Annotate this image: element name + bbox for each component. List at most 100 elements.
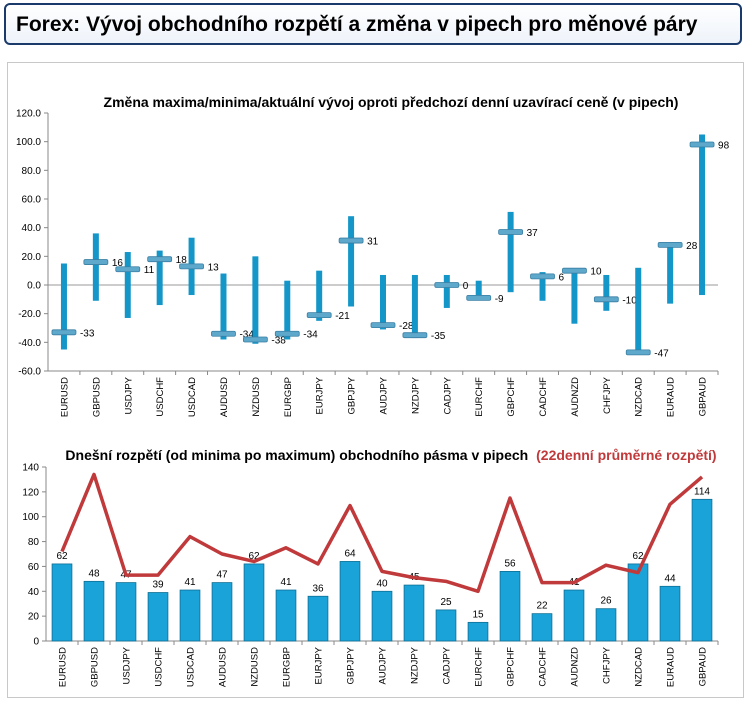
current-value-label: 31 xyxy=(367,237,379,248)
range-bar xyxy=(348,216,355,307)
chart2-y-tick-label: 40 xyxy=(28,587,40,598)
chart2-x-tick-label: GBPCHF xyxy=(506,647,517,687)
chart2-y-tick-label: 100 xyxy=(22,512,39,523)
chart1-y-tick-label: 100.0 xyxy=(16,137,41,148)
current-marker xyxy=(466,294,492,301)
current-marker xyxy=(402,332,428,339)
range-bar xyxy=(667,242,674,304)
current-value-label: -10 xyxy=(622,295,637,306)
current-marker xyxy=(274,330,300,337)
average-range-line xyxy=(60,472,704,594)
current-value-label: 11 xyxy=(144,265,155,276)
daily-range-value-label: 41 xyxy=(184,577,196,588)
chart1-y-tick-label: -20.0 xyxy=(18,309,41,320)
chart2-y-tick-label: 140 xyxy=(22,463,39,474)
daily-range-bar xyxy=(115,582,137,642)
chart2-x-tick-label: GBPJPY xyxy=(346,646,357,684)
chart2-x-tick-label: USDCAD xyxy=(186,647,197,687)
current-value-label: -47 xyxy=(654,348,669,359)
chart1-x-tick-label: AUDNZD xyxy=(570,377,581,417)
chart1-y-tick-label: -40.0 xyxy=(18,338,41,349)
current-marker xyxy=(625,349,651,356)
current-marker xyxy=(83,259,109,265)
chart1-y-tick-label: 120.0 xyxy=(16,109,41,120)
chart2-title-highlight: (22denní průměrné rozpětí) xyxy=(536,447,716,463)
range-bar xyxy=(380,274,386,330)
daily-range-bar xyxy=(51,563,73,642)
chart1-x-tick-label: USDCAD xyxy=(187,377,198,417)
range-bar xyxy=(156,250,163,306)
daily-range-bar xyxy=(307,595,329,642)
current-value-label: 18 xyxy=(176,255,188,266)
daily-range-bar xyxy=(339,561,361,642)
daily-range-value-label: 62 xyxy=(248,551,260,562)
daily-range-bar xyxy=(179,589,201,642)
chart2-x-tick-label: EURCHF xyxy=(474,647,485,687)
current-value-label: -28 xyxy=(399,321,414,332)
daily-range-bar xyxy=(467,621,489,642)
chart2-x-tick-label: EURAUD xyxy=(666,647,677,687)
range-bar xyxy=(60,263,67,350)
daily-range-bar xyxy=(595,608,617,642)
current-value-label: 13 xyxy=(208,262,220,273)
current-value-label: -34 xyxy=(303,330,318,341)
chart1-y-tick-label: 0.0 xyxy=(27,281,41,292)
chart1-x-tick-label: GBPCHF xyxy=(506,377,517,417)
chart2-y-tick-label: 0 xyxy=(33,637,39,648)
current-value-label: 37 xyxy=(527,228,539,239)
header-banner: Forex: Vývoj obchodního rozpětí a změna … xyxy=(4,3,742,45)
daily-range-value-label: 62 xyxy=(56,551,68,562)
chart1-x-tick-label: CADCHF xyxy=(538,377,549,417)
range-bar xyxy=(635,267,642,353)
chart2-x-tick-label: AUDNZD xyxy=(570,647,581,687)
chart1-x-tick-label: USDCHF xyxy=(155,377,166,417)
chart1-y-tick-label: -60.0 xyxy=(18,367,41,378)
daily-range-value-label: 40 xyxy=(376,578,388,589)
chart2-x-tick-label: AUDUSD xyxy=(218,647,229,687)
current-marker xyxy=(593,296,619,303)
current-value-label: 0 xyxy=(463,281,469,292)
daily-range-value-label: 56 xyxy=(504,558,516,569)
chart1-x-tick-label: USDJPY xyxy=(123,376,134,414)
range-bar xyxy=(603,274,610,311)
chart2-y-tick-label: 20 xyxy=(28,612,40,623)
daily-range-bar xyxy=(499,571,521,642)
daily-range-value-label: 114 xyxy=(694,486,710,497)
current-marker xyxy=(530,273,555,280)
daily-range-bar xyxy=(563,589,585,642)
daily-range-bar xyxy=(435,609,457,642)
chart2-x-tick-label: NZDJPY xyxy=(410,646,421,684)
chart2-x-tick-label: NZDUSD xyxy=(250,647,261,687)
daily-range-value-label: 47 xyxy=(216,570,228,581)
daily-range-bar xyxy=(691,498,713,642)
chart2-title: Dnešní rozpětí (od minima po maximum) ob… xyxy=(65,447,716,463)
chart1-x-tick-label: CADJPY xyxy=(442,376,453,414)
chart2-x-tick-label: EURJPY xyxy=(314,646,325,684)
chart1-x-tick-label: CHFJPY xyxy=(602,376,613,414)
current-value-label: -38 xyxy=(271,335,286,346)
range-bar xyxy=(284,280,291,340)
chart1-x-tick-label: GBPUSD xyxy=(91,377,102,417)
chart2-y-tick-label: 60 xyxy=(28,562,40,573)
daily-range-bar xyxy=(275,589,297,642)
daily-range-bar xyxy=(403,584,425,642)
range-bar xyxy=(571,269,578,324)
current-marker xyxy=(179,263,204,270)
chart1-x-tick-label: EURJPY xyxy=(315,376,326,414)
chart1-x-tick-label: GBPJPY xyxy=(347,376,358,414)
daily-range-bar xyxy=(659,585,681,642)
current-value-label: -21 xyxy=(335,311,350,322)
chart2-y-tick-label: 120 xyxy=(22,487,39,498)
chart2-x-tick-label: USDJPY xyxy=(122,646,133,684)
daily-range-bar xyxy=(627,563,649,642)
daily-range-value-label: 25 xyxy=(440,597,452,608)
range-bar xyxy=(699,134,706,296)
current-value-label: 6 xyxy=(559,272,565,283)
page-title: Forex: Vývoj obchodního rozpětí a změna … xyxy=(16,13,698,36)
chart1-x-tick-label: EURAUD xyxy=(666,377,677,417)
chart2-x-tick-label: GBPAUD xyxy=(698,647,709,687)
chart1-x-tick-label: EURGBP xyxy=(283,377,294,417)
range-bar xyxy=(539,272,546,301)
daily-range-value-label: 15 xyxy=(472,609,484,620)
current-marker xyxy=(370,322,396,329)
